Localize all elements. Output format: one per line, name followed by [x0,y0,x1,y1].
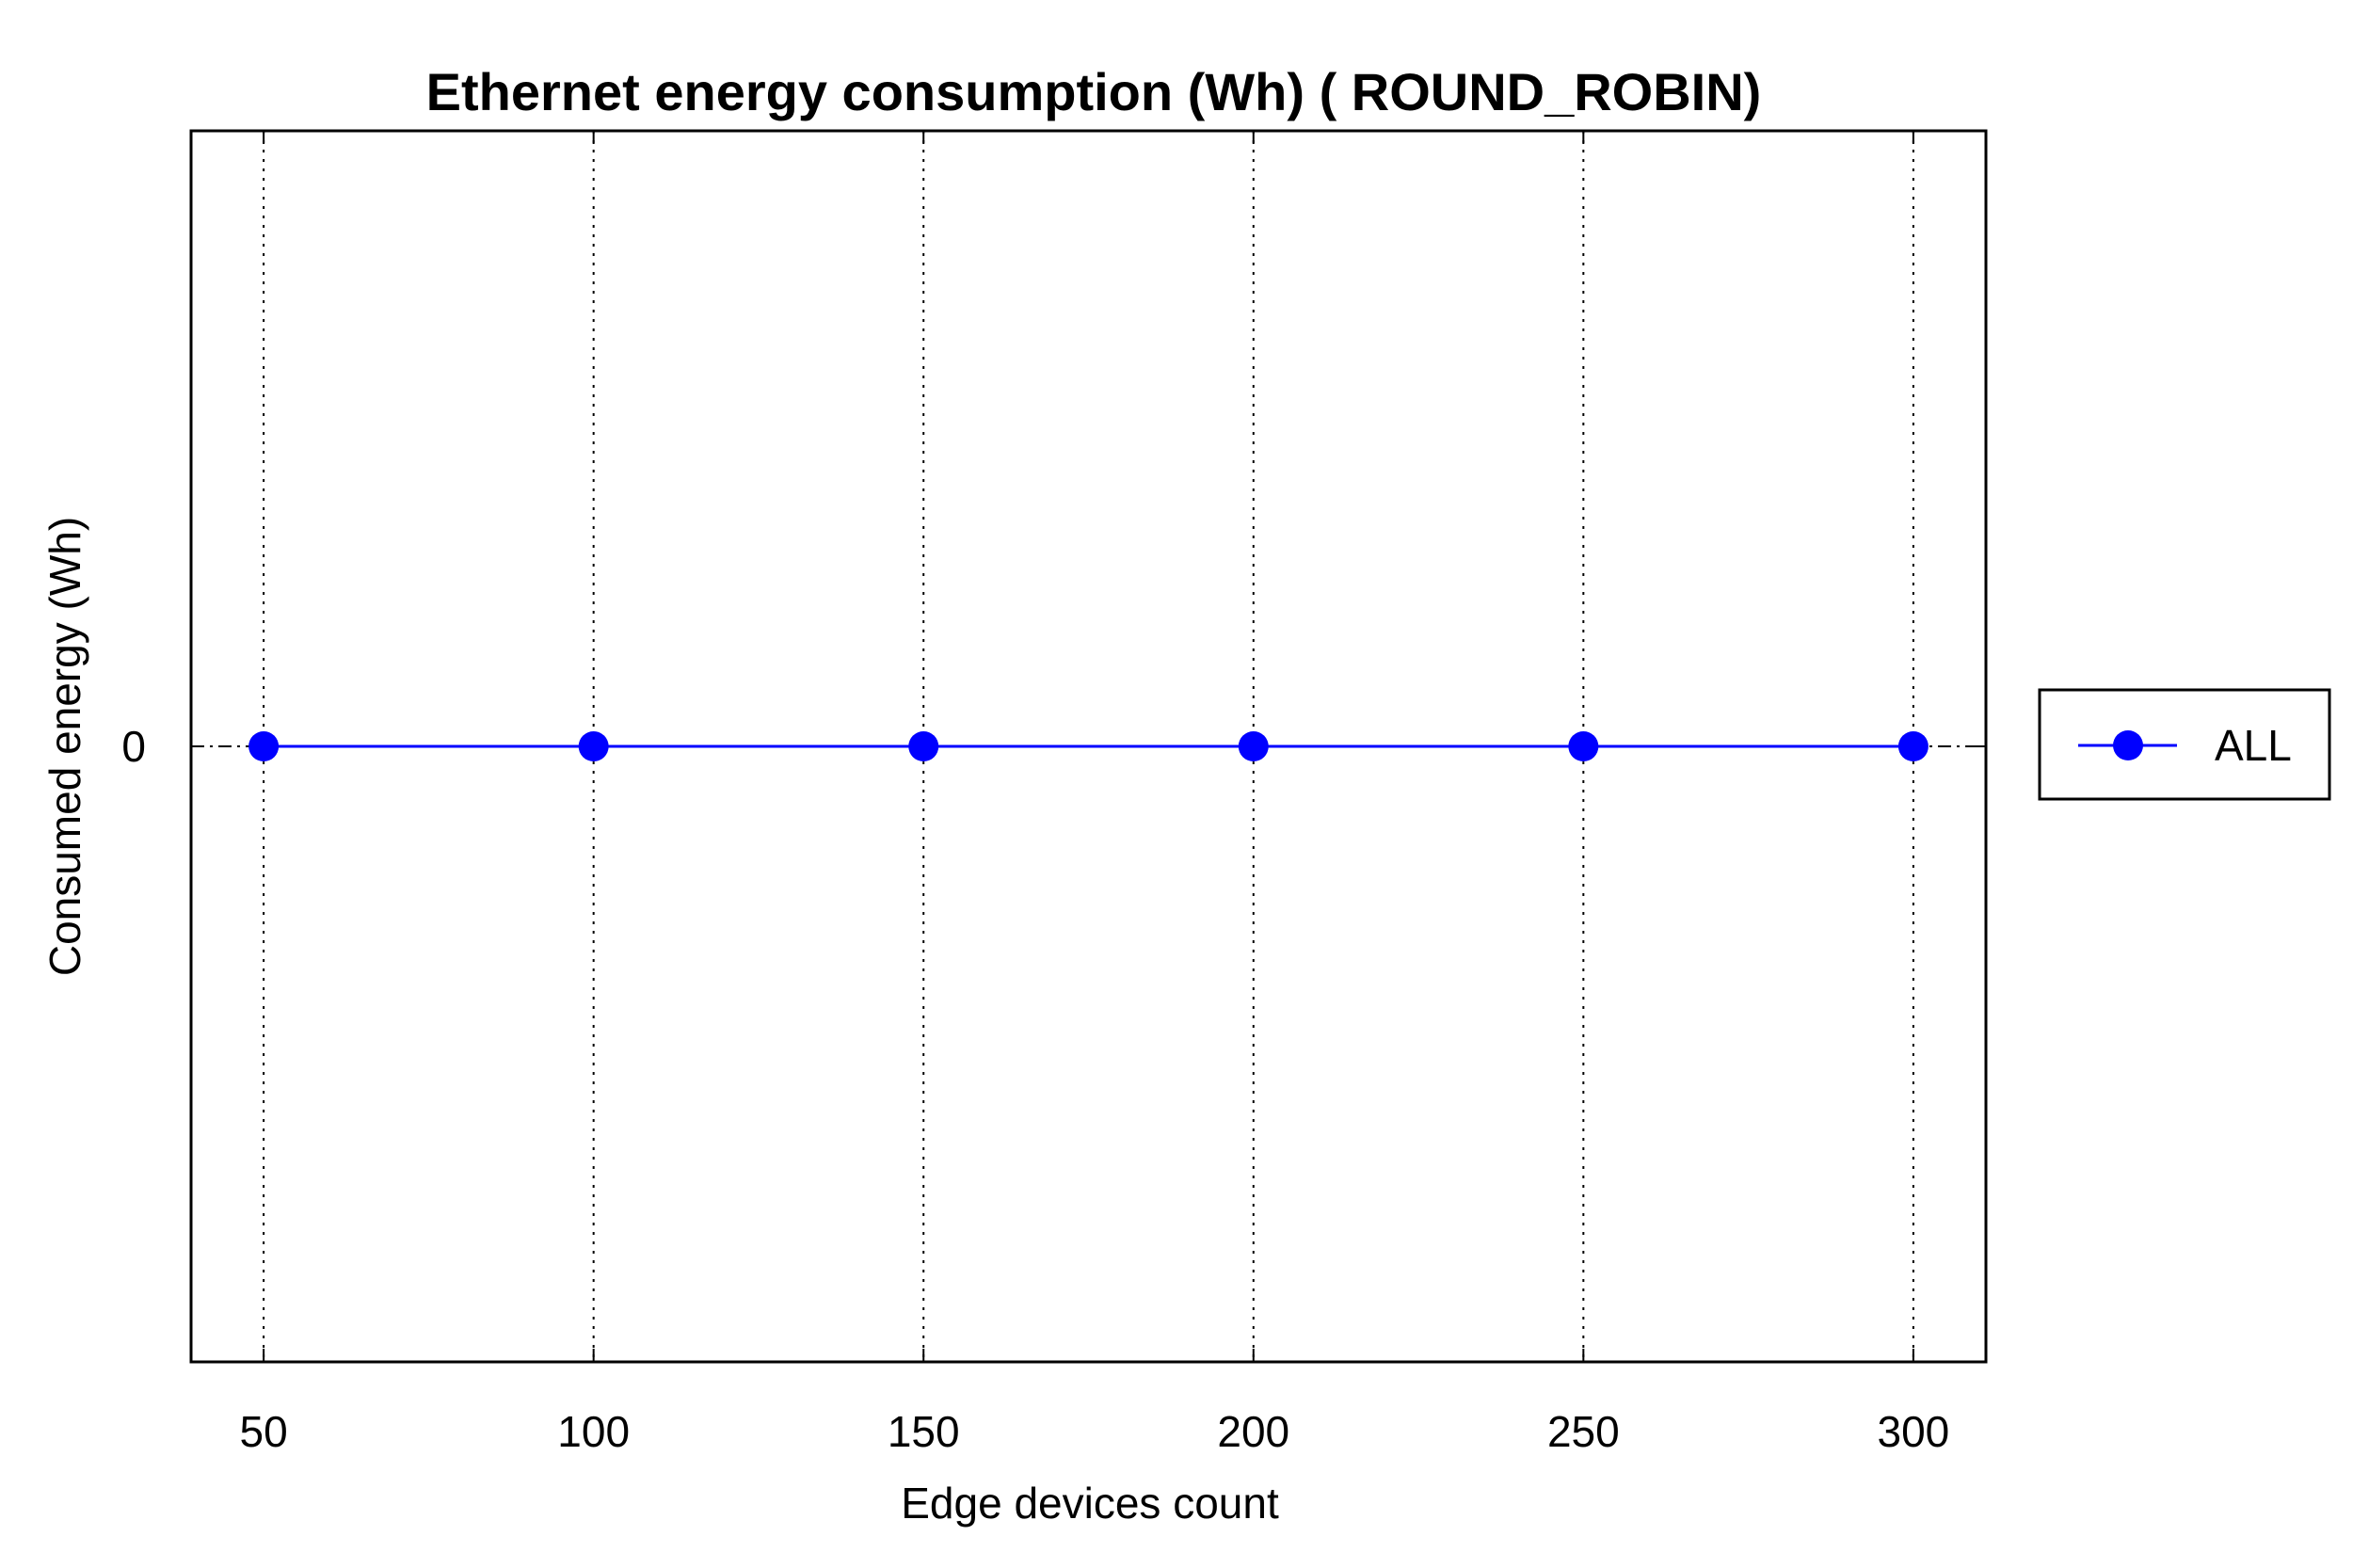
x-tick-label: 100 [557,1407,630,1456]
y-tick-label: 0 [121,722,146,771]
gridlines [263,131,1914,1362]
data-point [578,731,609,761]
x-axis-label: Edge devices count [901,1479,1279,1528]
x-ticks: 50 100 150 200 250 300 [240,131,1950,1456]
x-tick-label: 150 [888,1407,960,1456]
legend: ALL [2038,688,2331,801]
x-tick-label: 250 [1547,1407,1620,1456]
legend-label-all: ALL [2215,721,2292,770]
y-axis-label: Consumed energy (Wh) [40,517,89,976]
legend-marker-all [2113,730,2143,760]
x-tick-label: 300 [1878,1407,1950,1456]
data-point [1897,731,1929,761]
data-point [1238,731,1269,761]
data-point [1568,731,1599,761]
y-ticks: 0 [121,722,1986,771]
series-group [248,731,1929,761]
x-tick-label: 50 [240,1407,288,1456]
data-point [908,731,939,761]
data-point [248,731,280,761]
chart-title: Ethernet energy consumption (Wh) ( ROUND… [426,62,1762,121]
x-tick-label: 200 [1217,1407,1289,1456]
